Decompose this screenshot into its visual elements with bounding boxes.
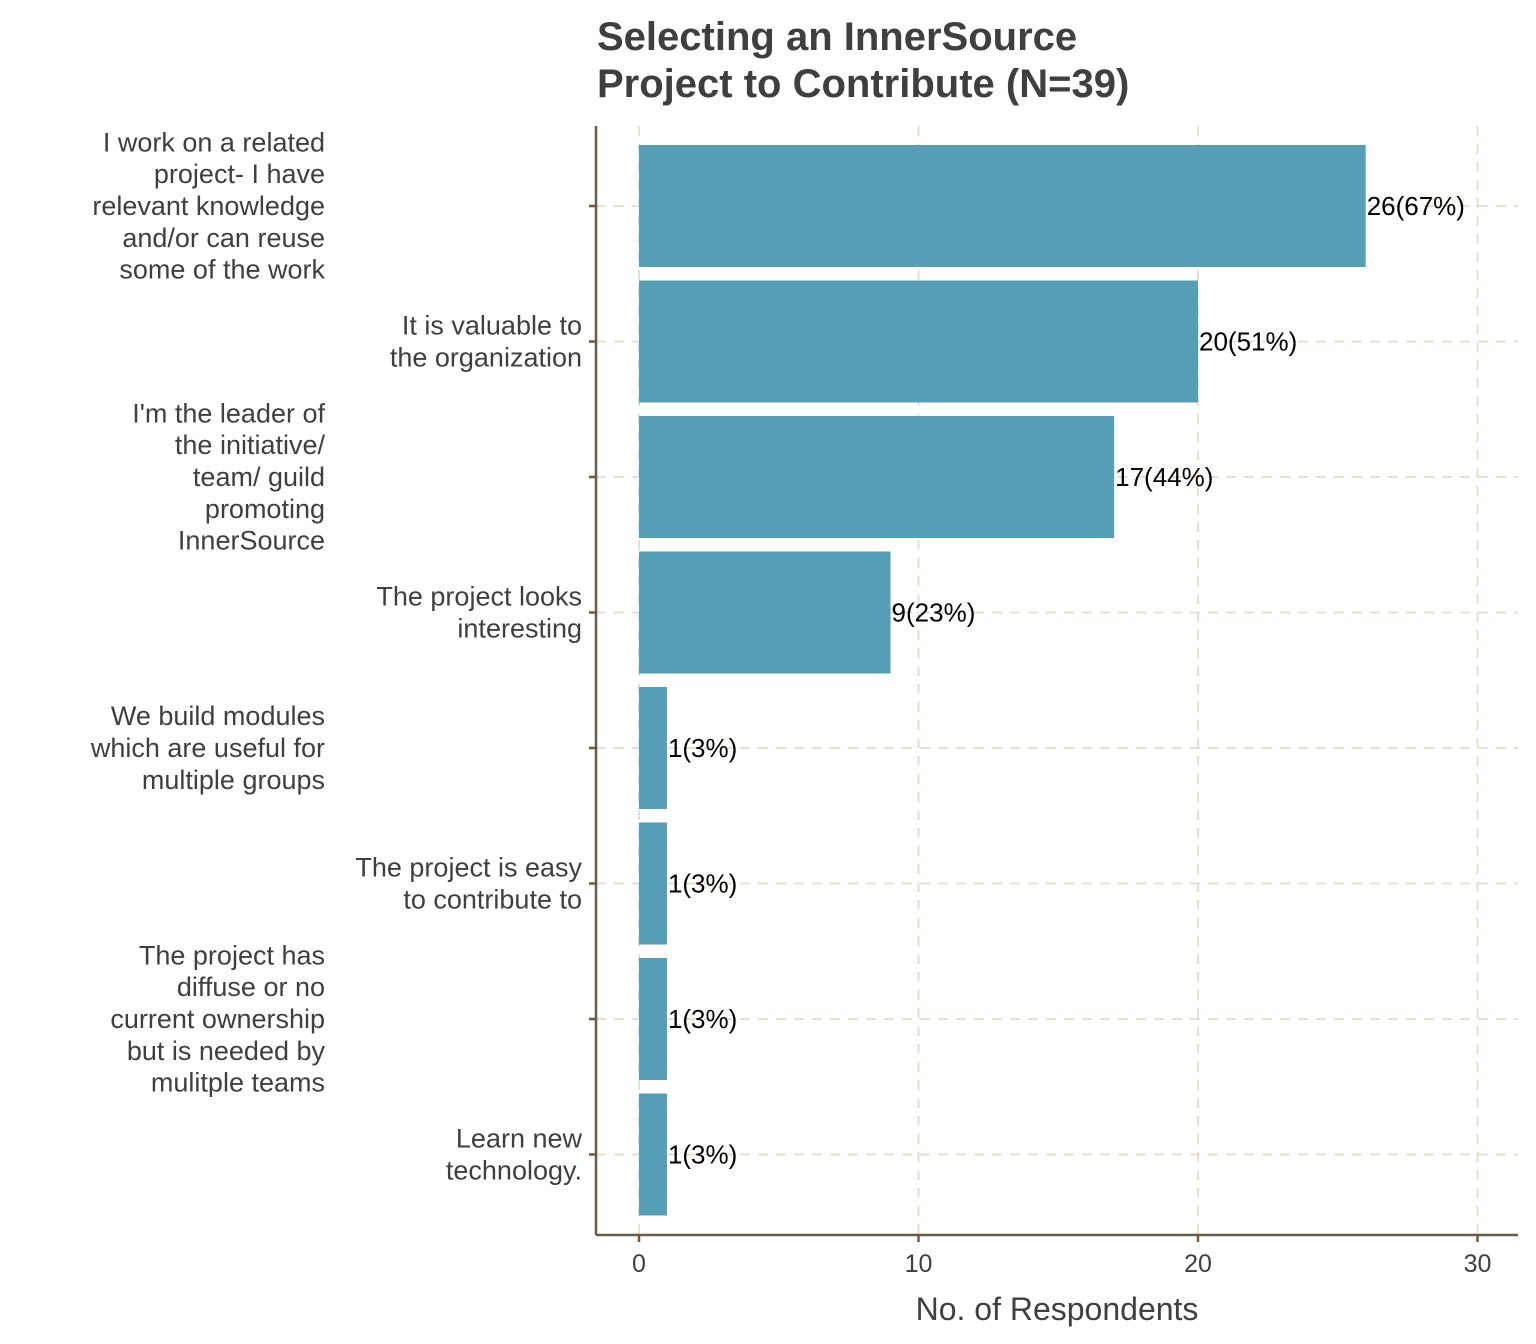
data-label-0: 26(67%) [1367,191,1465,221]
category-label-2: I'm the leader of the initiative/team/ gu… [132,398,325,555]
category-label-0: I work on a related project- I have releva… [92,127,325,284]
axes [589,126,1518,1242]
category-labels: I work on a related project- I have releva… [90,127,583,1185]
x-axis-title: No. of Respondents [916,1291,1199,1327]
bar-7 [639,1093,667,1216]
data-label-7: 1(3%) [668,1140,737,1170]
category-label-5-line-1: to contribute to [403,884,582,914]
bar-3 [639,551,891,674]
category-label-0-line-2: relevant knowledge [92,191,325,221]
category-label-2-line-1: the initiative/ [175,430,326,460]
chart-title: Selecting an InnerSource Project to Cont… [597,15,1129,106]
bars [639,145,1366,1216]
data-label-4: 1(3%) [668,733,737,763]
category-label-5-line-0: The project is easy [355,853,582,883]
category-label-3-line-0: The project looks [376,582,582,612]
category-label-2-line-0: I'm the leader of [132,398,325,428]
category-label-6: The project has diffuse or no current owne… [110,940,325,1097]
category-label-1-line-1: the organization [390,342,582,372]
category-label-6-line-3: but is needed by [127,1036,326,1066]
category-label-7-line-0: Learn new [456,1124,583,1154]
data-label-6: 1(3%) [668,1004,737,1034]
category-label-7: Learn new technology. [446,1124,583,1186]
category-label-1: It is valuable to the organization [390,311,582,373]
bar-1 [639,280,1198,403]
category-label-0-line-0: I work on a related [103,127,325,157]
category-label-6-line-0: The project has [139,940,325,970]
category-label-0-line-4: some of the work [119,255,325,285]
data-label-3: 9(23%) [892,598,976,628]
data-labels: 26(67%) 20(51%) 17(44%) 9(23%) 1(3%) 1(3%) 1(3… [668,191,1465,1170]
data-label-2: 17(44%) [1115,462,1213,492]
x-tick-labels: 0 10 20 30 [632,1250,1491,1278]
category-label-6-line-2: current ownership [110,1004,325,1034]
category-label-3: The project looks interesting [376,582,582,644]
category-label-2-line-3: promoting [205,494,325,524]
category-label-7-line-1: technology. [446,1155,582,1185]
category-label-2-line-2: team/ guild [193,462,325,492]
category-label-3-line-1: interesting [457,613,582,643]
category-label-2-line-4: InnerSource [178,526,325,556]
category-label-0-line-1: project- I have [154,159,325,189]
x-tick-label-10: 10 [905,1250,933,1278]
bar-6 [639,958,667,1080]
chart-title-line-2: Project to Contribute (N=39) [597,62,1129,106]
x-tick-label-20: 20 [1184,1250,1212,1278]
bar-4 [639,687,667,809]
x-tick-label-0: 0 [632,1250,646,1278]
category-label-4-line-2: multiple groups [142,765,325,795]
category-label-1-line-0: It is valuable to [402,311,582,341]
bar-0 [639,145,1366,267]
category-label-6-line-1: diffuse or no [177,972,325,1002]
category-label-4: We build modules which are useful for mult… [90,701,325,795]
data-label-1: 20(51%) [1199,327,1297,357]
chart-title-line-1: Selecting an InnerSource [597,15,1077,59]
data-label-5: 1(3%) [668,869,737,899]
bar-2 [639,416,1115,538]
category-label-5: The project is easy to contribute to [355,853,582,915]
category-label-0-line-3: and/or can reuse [122,223,325,253]
category-label-6-line-4: mulitple teams [151,1068,325,1098]
category-label-4-line-0: We build modules [111,701,325,731]
category-label-4-line-1: which are useful for [90,733,325,763]
bar-5 [639,822,667,945]
x-tick-label-30: 30 [1464,1250,1492,1278]
